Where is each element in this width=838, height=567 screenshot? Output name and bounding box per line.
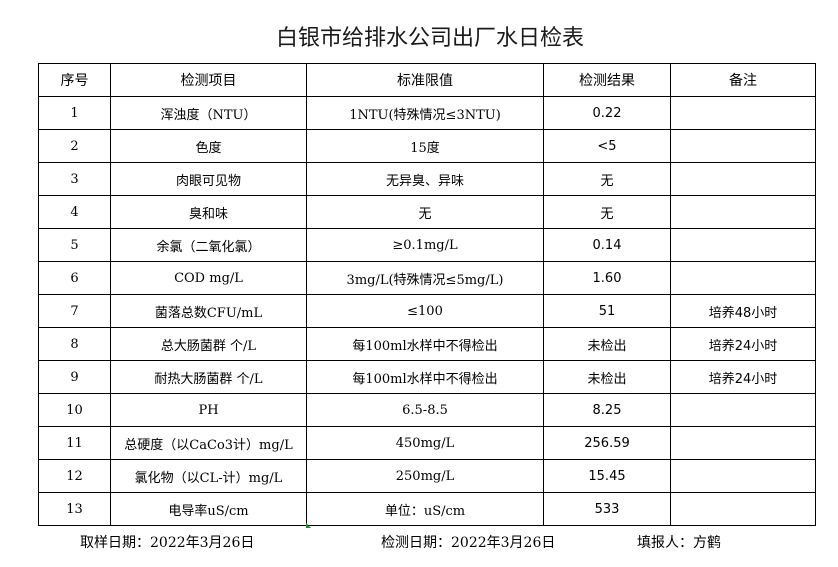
remark-cell: 培养48小时: [670, 294, 816, 328]
test-item-cell: 臭和味: [110, 195, 307, 229]
row-number-cell: 5: [38, 228, 111, 262]
test-result-cell: 0.22: [543, 96, 671, 130]
reporter: 填报人：方鹤: [637, 535, 721, 551]
test-result-cell: 15.45: [543, 459, 671, 493]
remark-cell: [670, 228, 816, 262]
row-number-cell: 3: [38, 162, 111, 196]
sample-date: 取样日期：2022年3月26日: [80, 535, 255, 551]
table-row: 3 肉眼可见物 无异臭、异味无: [38, 162, 816, 196]
test-result-cell: 256.59: [543, 426, 671, 460]
standard-limit-cell: 无: [306, 195, 544, 229]
test-item-cell: 耐热大肠菌群 个/L: [110, 360, 307, 394]
remark-cell: 培养24小时: [670, 360, 816, 394]
row-number-cell: 10: [38, 393, 111, 427]
remark-cell: [670, 195, 816, 229]
table-row: 12 氯化物（以CL-计）mg/L 250mg/L 15.45: [38, 459, 816, 493]
header-cell: 备注: [670, 63, 816, 97]
remark-cell: [670, 129, 816, 163]
remark-cell: [670, 426, 816, 460]
row-number-cell: 11: [38, 426, 111, 460]
header-cell: 序号: [38, 63, 111, 97]
table-row: 9 耐热大肠菌群 个/L 每100ml水样中不得检出 未检出 培养24小时: [38, 360, 816, 394]
test-item-cell: 肉眼可见物: [110, 162, 307, 196]
table-row: 6 COD mg/L 3mg/L(特殊情况≤5mg/L) 1.60: [38, 261, 816, 295]
test-result-cell: 533: [543, 492, 671, 526]
standard-limit-cell: 450mg/L: [306, 426, 544, 460]
test-item-cell: 氯化物（以CL-计）mg/L: [110, 459, 307, 493]
test-result-cell: 8.25: [543, 393, 671, 427]
row-number-cell: 13: [38, 492, 111, 526]
table-row: 8 总大肠菌群 个/L 每100ml水样中不得检出 未检出 培养24小时: [38, 327, 816, 361]
header-cell: 检测项目: [110, 63, 307, 97]
test-item-cell: 余氯（二氧化氯）: [110, 228, 307, 262]
test-item-cell: PH: [110, 393, 307, 427]
remark-cell: [670, 96, 816, 130]
remark-cell: [670, 393, 816, 427]
standard-limit-cell: 3mg/L(特殊情况≤5mg/L): [306, 261, 544, 295]
standard-limit-cell: 单位：uS/cm: [306, 492, 544, 526]
row-number-cell: 9: [38, 360, 111, 394]
test-result-cell: 1.60: [543, 261, 671, 295]
test-item-cell: 电导率uS/cm: [110, 492, 307, 526]
standard-limit-cell: ≤100: [306, 294, 544, 328]
standard-limit-cell: 每100ml水样中不得检出: [306, 327, 544, 361]
table-row: 4 臭和味无无: [38, 195, 816, 229]
standard-limit-cell: ≥0.1mg/L: [306, 228, 544, 262]
standard-limit-cell: 6.5-8.5: [306, 393, 544, 427]
remark-cell: [670, 162, 816, 196]
header-row: 序号 检测项目 标准限值 检测结果 备注: [38, 63, 816, 97]
table-row: 5 余氯（二氧化氯） ≥0.1mg/L 0.14: [38, 228, 816, 262]
standard-limit-cell: 每100ml水样中不得检出: [306, 360, 544, 394]
inspection-table: 序号 检测项目 标准限值 检测结果 备注 1 浑浊度（NTU） 1NTU(特殊情况≤…: [38, 63, 816, 526]
header-cell: 标准限值: [306, 63, 544, 97]
table-row: 2 色度 15度 <5: [38, 129, 816, 163]
test-result-cell: 未检出: [543, 327, 671, 361]
remark-cell: [670, 492, 816, 526]
test-result-cell: 未检出: [543, 360, 671, 394]
page-title: 白银市给排水公司出厂水日检表: [275, 26, 584, 51]
row-number-cell: 1: [38, 96, 111, 130]
table-row: 10 PH 6.5-8.5 8.25: [38, 393, 816, 427]
standard-limit-cell: 1NTU(特殊情况≤3NTU): [306, 96, 544, 130]
test-item-cell: 总硬度（以CaCo3计）mg/L: [110, 426, 307, 460]
standard-limit-cell: 15度: [306, 129, 544, 163]
test-result-cell: <5: [543, 129, 671, 163]
table-row: 11 总硬度（以CaCo3计）mg/L 450mg/L 256.59: [38, 426, 816, 460]
standard-limit-cell: 250mg/L: [306, 459, 544, 493]
row-number-cell: 6: [38, 261, 111, 295]
remark-cell: [670, 459, 816, 493]
remark-cell: 培养24小时: [670, 327, 816, 361]
header-cell: 检测结果: [543, 63, 671, 97]
test-item-cell: 总大肠菌群 个/L: [110, 327, 307, 361]
table-row: 7 菌落总数CFU/mL ≤100 51 培养48小时: [38, 294, 816, 328]
test-result-cell: 无: [543, 162, 671, 196]
test-item-cell: 菌落总数CFU/mL: [110, 294, 307, 328]
row-number-cell: 8: [38, 327, 111, 361]
remark-cell: [670, 261, 816, 295]
cell-marker-icon: [306, 523, 311, 528]
test-item-cell: COD mg/L: [110, 261, 307, 295]
test-item-cell: 色度: [110, 129, 307, 163]
test-result-cell: 51: [543, 294, 671, 328]
test-result-cell: 0.14: [543, 228, 671, 262]
row-number-cell: 7: [38, 294, 111, 328]
row-number-cell: 4: [38, 195, 111, 229]
test-result-cell: 无: [543, 195, 671, 229]
test-item-cell: 浑浊度（NTU）: [110, 96, 307, 130]
row-number-cell: 12: [38, 459, 111, 493]
row-number-cell: 2: [38, 129, 111, 163]
test-date: 检测日期：2022年3月26日: [381, 535, 556, 551]
table-row: 1 浑浊度（NTU） 1NTU(特殊情况≤3NTU) 0.22: [38, 96, 816, 130]
standard-limit-cell: 无异臭、异味: [306, 162, 544, 196]
table-row: 13 电导率uS/cm 单位：uS/cm 533: [38, 492, 816, 526]
